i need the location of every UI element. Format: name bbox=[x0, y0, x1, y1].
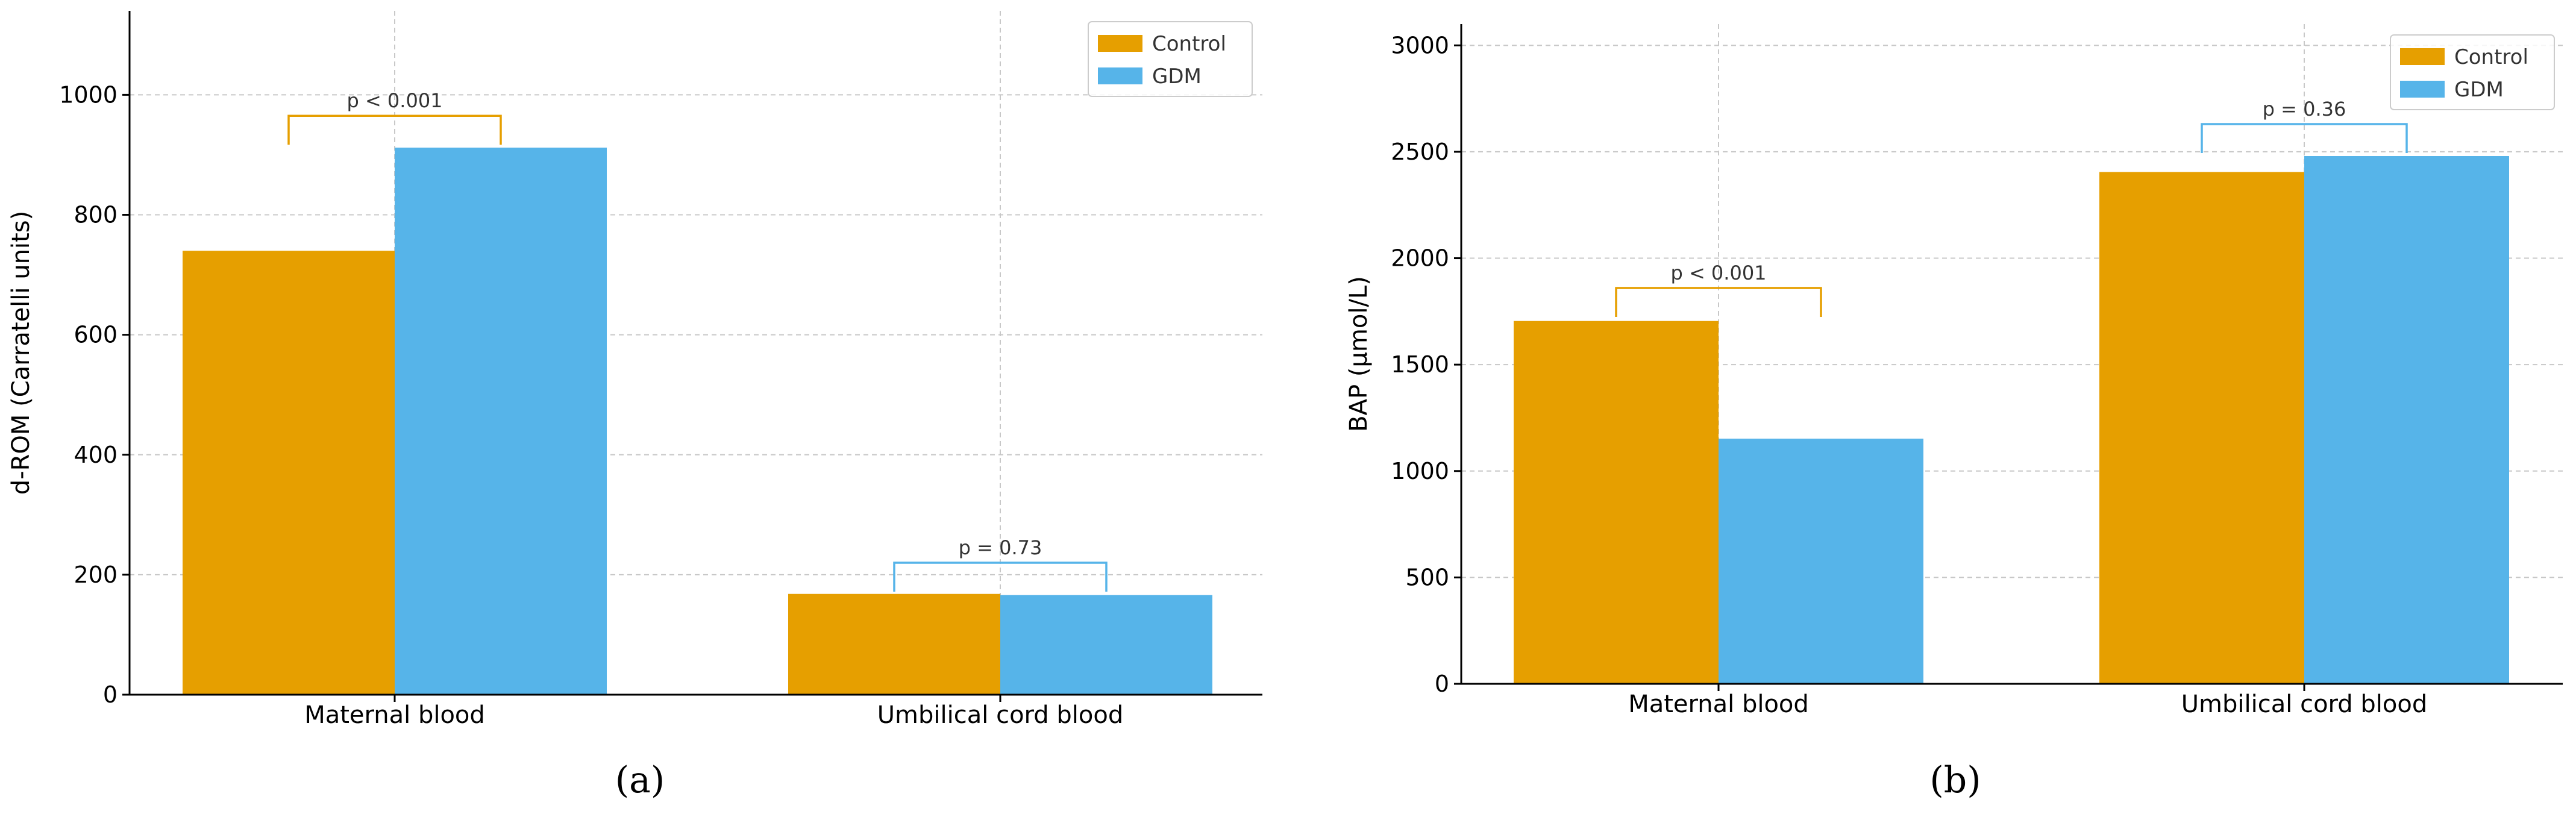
significance-bracket bbox=[2201, 123, 2408, 154]
chart-panel-a: 0 200 400 600 800 1000 Maternal blood Umbilical… bbox=[7, 11, 1262, 801]
bar-gdm-maternal[interactable] bbox=[1719, 439, 1923, 684]
y-axis-label: d-ROM (Carratelli units) bbox=[7, 211, 35, 495]
y-tick-label: 400 bbox=[74, 442, 118, 468]
y-tick-label: 1500 bbox=[1391, 351, 1449, 378]
panel-label: (a) bbox=[615, 759, 665, 801]
legend-label-control: Control bbox=[1152, 32, 1226, 56]
category-label: Umbilical cord blood bbox=[877, 701, 1123, 729]
panel-label: (b) bbox=[1929, 759, 1981, 801]
bar-control-cord[interactable] bbox=[2099, 172, 2304, 684]
bar-control-cord[interactable] bbox=[788, 593, 1000, 695]
chart-panel-b: 0 500 1000 1500 2000 2500 3000 Maternal blood Um… bbox=[1345, 24, 2563, 801]
y-tick-label: 500 bbox=[1405, 564, 1449, 590]
y-tick-label: 200 bbox=[74, 562, 118, 588]
legend-label-control: Control bbox=[2454, 45, 2528, 69]
p-value-annotation: p < 0.001 bbox=[1670, 261, 1766, 284]
bar-gdm-maternal[interactable] bbox=[395, 148, 607, 695]
bar-control-maternal[interactable] bbox=[183, 251, 395, 695]
bar-gdm-cord[interactable] bbox=[1000, 595, 1212, 695]
y-tick-label: 800 bbox=[74, 202, 118, 228]
legend-swatch-gdm bbox=[1098, 67, 1142, 84]
legend-swatch-control bbox=[1098, 35, 1142, 52]
category-label: Maternal blood bbox=[1628, 690, 1809, 718]
significance-bracket bbox=[1615, 287, 1822, 317]
y-tick-label: 3000 bbox=[1391, 32, 1449, 58]
bar-control-maternal[interactable] bbox=[1514, 321, 1719, 684]
bar-gdm-cord[interactable] bbox=[2304, 156, 2509, 684]
p-value-annotation: p = 0.36 bbox=[2263, 98, 2346, 120]
legend-swatch-gdm bbox=[2400, 81, 2445, 98]
significance-bracket bbox=[893, 562, 1108, 592]
y-tick-label: 2000 bbox=[1391, 245, 1449, 272]
category-label: Umbilical cord blood bbox=[2181, 690, 2427, 718]
legend-label-gdm: GDM bbox=[1152, 64, 1202, 89]
y-tick-label: 600 bbox=[74, 322, 118, 348]
significance-bracket bbox=[287, 114, 502, 145]
legend: Control GDM bbox=[2390, 34, 2555, 110]
p-value-annotation: p < 0.001 bbox=[346, 89, 442, 112]
y-tick-label: 2500 bbox=[1391, 139, 1449, 165]
legend: Control GDM bbox=[1088, 21, 1253, 97]
legend-label-gdm: GDM bbox=[2454, 78, 2504, 102]
y-tick-label: 1000 bbox=[59, 81, 118, 108]
legend-swatch-control bbox=[2400, 48, 2445, 65]
y-tick-label: 0 bbox=[1435, 671, 1449, 697]
y-tick-label: 1000 bbox=[1391, 458, 1449, 484]
y-tick-label: 0 bbox=[103, 681, 118, 708]
y-axis-label: BAP (µmol/L) bbox=[1345, 276, 1373, 432]
p-value-annotation: p = 0.73 bbox=[959, 536, 1042, 559]
category-label: Maternal blood bbox=[304, 701, 485, 729]
